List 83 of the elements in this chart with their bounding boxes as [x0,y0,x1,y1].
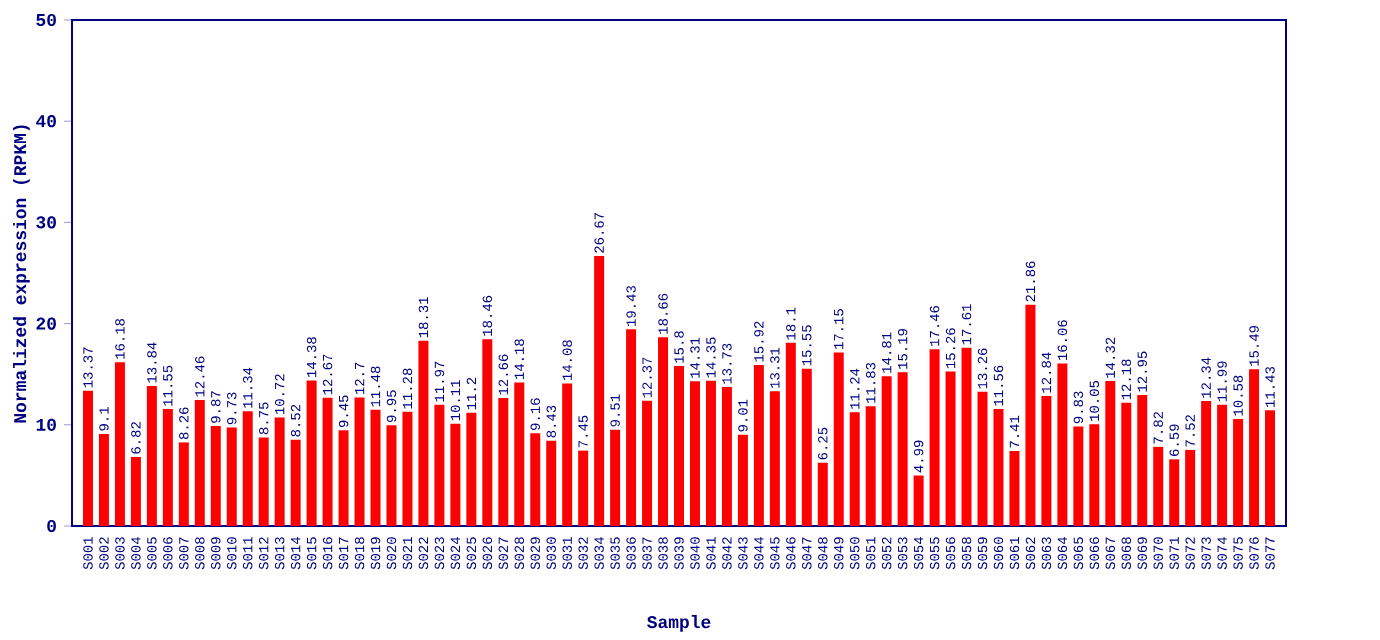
x-axis-title: Sample [647,615,711,632]
y-tick-label: 50 [36,13,56,27]
bar [626,329,637,526]
bar [801,368,812,526]
bar [1201,401,1212,526]
bar [146,385,157,526]
bar [338,430,349,526]
bar [1185,449,1196,526]
bar [1057,363,1068,526]
bar [434,404,445,526]
bar [578,450,589,526]
bar [945,371,956,526]
bar [913,475,924,526]
bar [178,442,189,526]
bar [466,412,477,526]
bar [881,376,892,526]
bar [849,412,860,526]
bar [1073,426,1084,526]
bar [498,397,509,526]
y-tick-label: 30 [36,216,56,229]
bar [242,411,253,526]
bar [1265,410,1276,526]
bar [689,381,700,526]
bar [562,383,573,526]
bar [530,433,541,526]
bar [993,409,1004,526]
bar [130,456,141,526]
bar [785,342,796,526]
bar [1025,304,1036,526]
bar [1137,394,1148,526]
bar [769,391,780,526]
y-tick-label: 20 [36,317,56,330]
bar [82,390,93,526]
y-axis-title: Normalized expression (RPKM) [13,125,30,423]
bar [1169,459,1180,526]
bar [1121,402,1132,526]
bar [961,347,972,526]
bar [418,340,429,526]
bar [258,437,269,526]
y-tick-label: 40 [36,115,56,128]
bar [833,352,844,526]
bar [674,366,685,526]
bar [210,426,221,526]
bar [977,391,988,526]
bar [1217,404,1228,526]
bar [1153,446,1164,526]
bar [1009,451,1020,526]
bar [114,362,125,526]
bar [482,339,493,526]
bar [594,256,605,526]
bar [929,349,940,526]
bar [817,462,828,526]
bar [322,397,333,526]
bar [274,417,285,526]
bar [386,425,397,526]
bar [658,337,669,526]
bar [194,399,205,526]
bar [610,429,621,526]
bar [98,433,109,526]
bar [1089,424,1100,526]
y-tick-label: 0 [47,519,56,533]
bar [737,434,748,526]
bar [705,380,716,526]
bar [1105,381,1116,526]
bar [290,439,301,526]
bar [1249,369,1260,526]
bar [753,364,764,526]
bar [546,440,557,526]
bar [306,380,317,526]
bar [514,382,525,526]
bar [370,409,381,526]
bar [450,423,461,526]
bar [162,409,173,526]
bar [865,406,876,526]
bar [642,400,653,526]
bar [226,427,237,526]
y-tick-label: 10 [36,418,56,431]
bar [354,397,365,526]
bar [897,372,908,526]
bar [1233,418,1244,526]
bar [1041,396,1052,526]
bar [402,411,413,526]
bar [721,387,732,526]
